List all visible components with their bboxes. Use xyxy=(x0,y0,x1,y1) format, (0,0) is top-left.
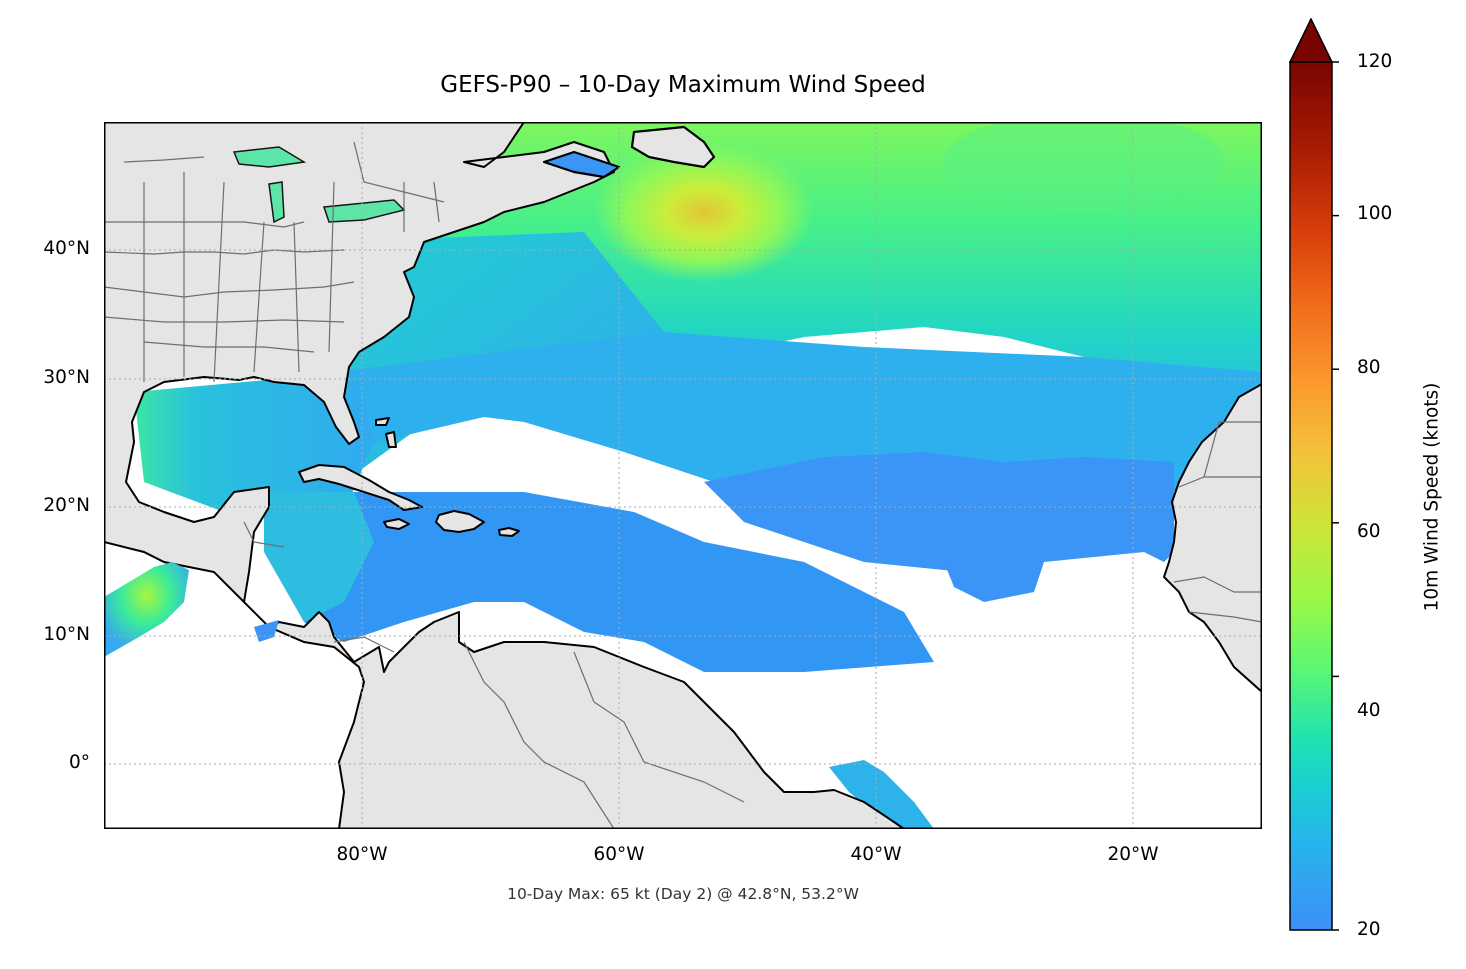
x-tick-label: 60°W xyxy=(593,844,645,865)
y-tick-label: 0° xyxy=(68,752,90,773)
colorbar-extend-arrow xyxy=(1288,17,1334,63)
x-tick-label: 40°W xyxy=(850,844,902,865)
colorbar-tick-label: 60 xyxy=(1357,521,1381,542)
y-tick-label: 40°N xyxy=(43,238,90,259)
islands xyxy=(298,417,520,537)
chart-title: GEFS-P90 – 10-Day Maximum Wind Speed xyxy=(440,72,926,98)
colorbar-label: 10m Wind Speed (knots) xyxy=(1421,382,1443,612)
colorbar-tick-label: 40 xyxy=(1357,700,1381,721)
x-tick-label: 80°W xyxy=(336,844,388,865)
colorbar xyxy=(1288,17,1359,938)
great-lakes xyxy=(232,146,406,224)
map-plot-area xyxy=(104,122,1262,829)
axes-frame xyxy=(104,122,1262,829)
newfoundland xyxy=(542,125,716,179)
colorbar-tick-label: 100 xyxy=(1357,203,1393,224)
colorbar-tick-label: 20 xyxy=(1357,919,1381,940)
colorbar-tick-label: 120 xyxy=(1357,51,1393,72)
max-wind-annotation: 10-Day Max: 65 kt (Day 2) @ 42.8°N, 53.2… xyxy=(507,885,859,903)
y-tick-label: 20°N xyxy=(43,495,90,516)
x-tick-label: 20°W xyxy=(1107,844,1159,865)
y-tick-label: 30°N xyxy=(43,367,90,388)
gridlines xyxy=(104,122,1262,829)
y-tick-label: 10°N xyxy=(43,624,90,645)
colorbar-tick-label: 80 xyxy=(1357,357,1381,378)
land-africa xyxy=(1162,382,1262,694)
borders xyxy=(104,141,1262,829)
